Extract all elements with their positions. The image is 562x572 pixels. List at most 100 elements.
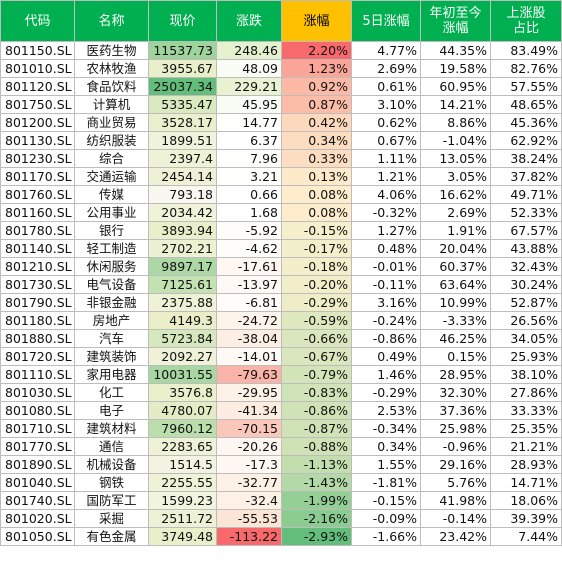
cell-name: 医药生物 <box>74 41 149 60</box>
header-ytd-line-2: 涨幅 <box>442 21 469 36</box>
cell-name: 建筑材料 <box>74 419 149 438</box>
cell-change-pct: -0.29% <box>281 293 352 312</box>
table-row[interactable]: 801740.SL 国防军工 1599.23 -32.4 -1.99% -0.15% 41.… <box>0 491 562 510</box>
cell-price: 3749.48 <box>148 527 217 546</box>
cell-code: 801130.SL <box>0 131 75 150</box>
cell-code: 801790.SL <box>0 293 75 312</box>
cell-5day-pct: 1.46% <box>351 365 421 384</box>
cell-change: -41.34 <box>216 401 282 420</box>
table-row[interactable]: 801150.SL 医药生物 11537.73 248.46 2.20% 4.77% 44.… <box>0 41 562 60</box>
table-row[interactable]: 801160.SL 公用事业 2034.42 1.68 0.08% -0.32% 2.69%… <box>0 203 562 222</box>
table-row[interactable]: 801710.SL 建筑材料 7960.12 -70.15 -0.87% -0.34% 25… <box>0 419 562 438</box>
cell-change: -17.61 <box>216 257 282 276</box>
cell-price: 2375.88 <box>148 293 217 312</box>
cell-code: 801210.SL <box>0 257 75 276</box>
header-ytd-line-1: 年初至今 <box>429 6 482 21</box>
cell-ytd-pct: 25.98% <box>420 419 491 438</box>
table-row[interactable]: 801040.SL 钢铁 2255.55 -32.77 -1.43% -1.81% 5.76… <box>0 473 562 492</box>
table-row[interactable]: 801010.SL 农林牧渔 3955.67 48.09 1.23% 2.69% 19.58… <box>0 59 562 78</box>
cell-change-pct: -1.43% <box>281 473 352 492</box>
table-row[interactable]: 801080.SL 电子 4780.07 -41.34 -0.86% 2.53% 37.36… <box>0 401 562 420</box>
table-row[interactable]: 801890.SL 机械设备 1514.5 -17.3 -1.13% 1.55% 29.16… <box>0 455 562 474</box>
cell-name: 电气设备 <box>74 275 149 294</box>
cell-ytd-pct: 5.76% <box>420 473 491 492</box>
cell-change-pct: -1.99% <box>281 491 352 510</box>
cell-change: -38.04 <box>216 329 282 348</box>
cell-change: 0.66 <box>216 185 282 204</box>
cell-up-ratio: 39.39% <box>490 509 562 528</box>
cell-5day-pct: -0.32% <box>351 203 421 222</box>
cell-up-ratio: 45.36% <box>490 113 562 132</box>
cell-price: 1514.5 <box>148 455 217 474</box>
cell-price: 5335.47 <box>148 95 217 114</box>
cell-code: 801880.SL <box>0 329 75 348</box>
cell-change-pct: -0.15% <box>281 221 352 240</box>
table-row[interactable]: 801230.SL 综合 2397.4 7.96 0.33% 1.11% 13.05% 38.… <box>0 149 562 168</box>
cell-5day-pct: 3.10% <box>351 95 421 114</box>
cell-up-ratio: 7.44% <box>490 527 562 546</box>
cell-name: 公用事业 <box>74 203 149 222</box>
cell-5day-pct: 1.21% <box>351 167 421 186</box>
header-up-ratio[interactable]: 上涨股 占比 <box>490 0 562 42</box>
cell-ytd-pct: 46.25% <box>420 329 491 348</box>
cell-code: 801030.SL <box>0 383 75 402</box>
header-change-pct[interactable]: 涨幅 <box>281 0 352 42</box>
table-row[interactable]: 801770.SL 通信 2283.65 -20.26 -0.88% 0.34% -0.96… <box>0 437 562 456</box>
cell-name: 纺织服装 <box>74 131 149 150</box>
cell-price: 2283.65 <box>148 437 217 456</box>
table-row[interactable]: 801880.SL 汽车 5723.84 -38.04 -0.66% -0.86% 46.2… <box>0 329 562 348</box>
cell-up-ratio: 43.88% <box>490 239 562 258</box>
cell-price: 1599.23 <box>148 491 217 510</box>
cell-change: -55.53 <box>216 509 282 528</box>
header-name[interactable]: 名称 <box>74 0 149 42</box>
header-code[interactable]: 代码 <box>0 0 75 42</box>
cell-name: 计算机 <box>74 95 149 114</box>
table-row[interactable]: 801790.SL 非银金融 2375.88 -6.81 -0.29% 3.16% 10.9… <box>0 293 562 312</box>
cell-name: 商业贸易 <box>74 113 149 132</box>
cell-ytd-pct: -1.04% <box>420 131 491 150</box>
cell-code: 801730.SL <box>0 275 75 294</box>
table-row[interactable]: 801120.SL 食品饮料 25037.34 229.21 0.92% 0.61% 60.… <box>0 77 562 96</box>
header-ytd-pct[interactable]: 年初至今 涨幅 <box>420 0 491 42</box>
cell-code: 801760.SL <box>0 185 75 204</box>
table-row[interactable]: 801020.SL 采掘 2511.72 -55.53 -2.16% -0.09% -0.1… <box>0 509 562 528</box>
header-5day-pct[interactable]: 5日涨幅 <box>351 0 421 42</box>
table-row[interactable]: 801750.SL 计算机 5335.47 45.95 0.87% 3.10% 14.21%… <box>0 95 562 114</box>
cell-5day-pct: 0.61% <box>351 77 421 96</box>
cell-5day-pct: 2.69% <box>351 59 421 78</box>
table-row[interactable]: 801050.SL 有色金属 3749.48 -113.22 -2.93% -1.66% 2… <box>0 527 562 546</box>
cell-up-ratio: 57.55% <box>490 77 562 96</box>
cell-change-pct: -0.59% <box>281 311 352 330</box>
table-row[interactable]: 801730.SL 电气设备 7125.61 -13.97 -0.20% -0.11% 63… <box>0 275 562 294</box>
table-row[interactable]: 801130.SL 纺织服装 1899.51 6.37 0.34% 0.67% -1.04%… <box>0 131 562 150</box>
cell-change: 45.95 <box>216 95 282 114</box>
cell-up-ratio: 52.33% <box>490 203 562 222</box>
header-change[interactable]: 涨跌 <box>216 0 282 42</box>
cell-code: 801050.SL <box>0 527 75 546</box>
cell-change-pct: 2.20% <box>281 41 352 60</box>
cell-up-ratio: 38.24% <box>490 149 562 168</box>
cell-code: 801110.SL <box>0 365 75 384</box>
cell-code: 801770.SL <box>0 437 75 456</box>
cell-change-pct: -0.88% <box>281 437 352 456</box>
cell-ytd-pct: -0.14% <box>420 509 491 528</box>
table-row[interactable]: 801110.SL 家用电器 10031.55 -79.63 -0.79% 1.46% 28… <box>0 365 562 384</box>
table-row[interactable]: 801760.SL 传媒 793.18 0.66 0.08% 4.06% 16.62% 49.… <box>0 185 562 204</box>
cell-name: 房地产 <box>74 311 149 330</box>
table-row[interactable]: 801210.SL 休闲服务 9897.17 -17.61 -0.18% -0.01% 60… <box>0 257 562 276</box>
cell-price: 10031.55 <box>148 365 217 384</box>
table-row[interactable]: 801720.SL 建筑装饰 2092.27 -14.01 -0.67% 0.49% 0.1… <box>0 347 562 366</box>
cell-5day-pct: -0.11% <box>351 275 421 294</box>
table-row[interactable]: 801200.SL 商业贸易 3528.17 14.77 0.42% 0.62% 8.86%… <box>0 113 562 132</box>
table-row[interactable]: 801180.SL 房地产 4149.3 -24.72 -0.59% -0.24% -3.3… <box>0 311 562 330</box>
cell-change: 48.09 <box>216 59 282 78</box>
header-price[interactable]: 现价 <box>148 0 217 42</box>
table-row[interactable]: 801030.SL 化工 3576.8 -29.95 -0.83% -0.29% 32.30… <box>0 383 562 402</box>
table-row[interactable]: 801780.SL 银行 3893.94 -5.92 -0.15% 1.27% 1.91% 6… <box>0 221 562 240</box>
cell-code: 801010.SL <box>0 59 75 78</box>
table-row[interactable]: 801170.SL 交通运输 2454.14 3.21 0.13% 1.21% 3.05% 3… <box>0 167 562 186</box>
cell-ytd-pct: 44.35% <box>420 41 491 60</box>
cell-up-ratio: 32.43% <box>490 257 562 276</box>
table-row[interactable]: 801140.SL 轻工制造 2702.21 -4.62 -0.17% 0.48% 20.0… <box>0 239 562 258</box>
cell-change-pct: -0.66% <box>281 329 352 348</box>
